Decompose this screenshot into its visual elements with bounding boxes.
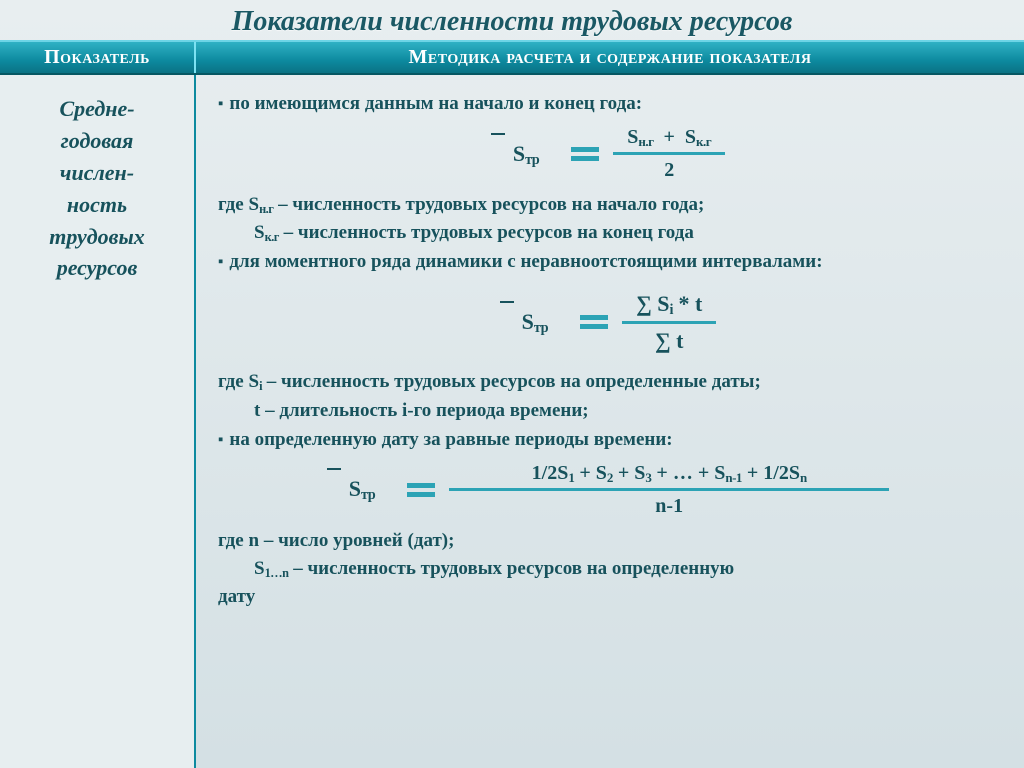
- row-label-line: ность: [16, 189, 178, 221]
- table-header: Показатель Методика расчета и содержание…: [0, 40, 1024, 75]
- fraction: ∑ Si * t ∑ t: [622, 287, 716, 358]
- equals-icon: [407, 483, 435, 497]
- overbar-icon: [327, 468, 341, 470]
- formula-1: Sтр Sн.г + Sк.г 2: [218, 122, 1002, 186]
- row-content: по имеющимся данным на начало и конец го…: [196, 75, 1024, 768]
- bullet-item: на определенную дату за равные периоды в…: [218, 427, 1002, 452]
- slide-root: Показатели численности трудовых ресурсов…: [0, 0, 1024, 768]
- fraction-denominator: 2: [650, 155, 688, 185]
- formula-lhs: Sтр: [495, 139, 539, 170]
- overbar-icon: [500, 301, 514, 303]
- row-label-line: ресурсов: [16, 252, 178, 284]
- fraction: Sн.г + Sк.г 2: [613, 122, 725, 186]
- sym-S: S: [513, 141, 525, 166]
- equals-icon: [571, 147, 599, 161]
- row-label-line: Средне-: [16, 93, 178, 125]
- formula-lhs: Sтр: [331, 474, 375, 505]
- row-label-line: годовая: [16, 125, 178, 157]
- fraction-numerator: 1/2S1 + S2 + S3 + … + Sn-1 + 1/2Sn: [522, 458, 817, 488]
- definition-line-cutoff: дату: [218, 584, 1002, 609]
- row-label-line: числен-: [16, 157, 178, 189]
- bullet-item: по имеющимся данным на начало и конец го…: [218, 91, 1002, 116]
- header-col-method: Методика расчета и содержание показателя: [196, 42, 1024, 73]
- fraction-numerator: ∑ Si * t: [622, 287, 716, 322]
- formula-2: Sтр ∑ Si * t ∑ t: [218, 287, 1002, 358]
- equals-icon: [580, 315, 608, 329]
- definition-line: где n – число уровней (дат);: [218, 528, 1002, 553]
- formula-3: Sтр 1/2S1 + S2 + S3 + … + Sn-1 + 1/2Sn n…: [218, 458, 1002, 522]
- formula-lhs: Sтр: [504, 307, 548, 338]
- definition-line: где Sн.г – численность трудовых ресурсов…: [218, 192, 1002, 217]
- sym-sub: тр: [525, 152, 539, 168]
- overbar-icon: [491, 133, 505, 135]
- bullet-item: для моментного ряда динамики с неравноот…: [218, 249, 1002, 274]
- fraction-denominator: ∑ t: [641, 324, 698, 357]
- fraction-denominator: n-1: [645, 491, 693, 521]
- table-body: Средне- годовая числен- ность трудовых р…: [0, 75, 1024, 768]
- definition-line: S1…n – численность трудовых ресурсов на …: [218, 556, 1002, 581]
- fraction-numerator: Sн.г + Sк.г: [613, 122, 725, 152]
- slide-title: Показатели численности трудовых ресурсов: [0, 0, 1024, 40]
- row-label-line: трудовых: [16, 221, 178, 253]
- row-label: Средне- годовая числен- ность трудовых р…: [0, 75, 196, 768]
- definition-line: где Si – численность трудовых ресурсов н…: [218, 369, 1002, 394]
- definition-line: t – длительность i-го периода времени;: [218, 398, 1002, 423]
- definition-line: Sк.г – численность трудовых ресурсов на …: [218, 220, 1002, 245]
- header-col-indicator: Показатель: [0, 42, 196, 73]
- fraction: 1/2S1 + S2 + S3 + … + Sn-1 + 1/2Sn n-1: [449, 458, 889, 522]
